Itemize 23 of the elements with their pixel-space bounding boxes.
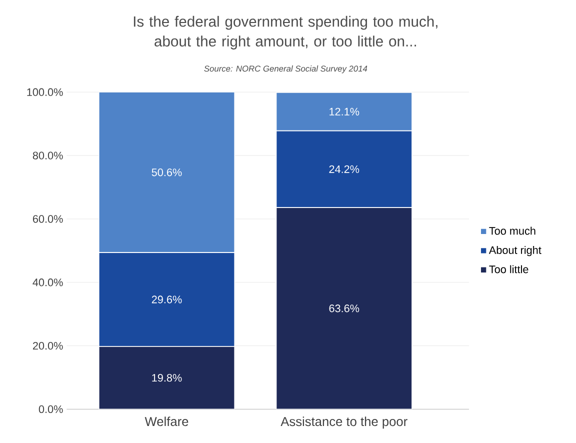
bar: [276, 207, 412, 410]
bar: [276, 92, 412, 132]
x-tick-label: Welfare: [144, 416, 188, 426]
bar: [98, 346, 235, 410]
y-tick-label: 0.0%: [38, 405, 63, 414]
legend-label: Too little: [489, 265, 528, 274]
data-label: 19.8%: [152, 374, 182, 382]
bar: [98, 92, 235, 254]
legend-label: About right: [488, 246, 542, 256]
data-label: 29.6%: [152, 296, 182, 304]
chart-title: Is the federal government spending too much, about the right amount, or too little on...: [134, 16, 438, 50]
y-tick-label: 80.0%: [32, 152, 63, 160]
data-label: 24.2%: [329, 165, 360, 174]
legend-label: Too much: [489, 226, 536, 235]
data-label: 12.1%: [330, 108, 360, 116]
y-tick-label: 100.0%: [27, 88, 63, 96]
x-tick-label: Assistance to the poor: [280, 416, 408, 429]
y-tick-label: 60.0%: [32, 215, 63, 223]
y-tick-label: 20.0%: [32, 342, 63, 350]
source-note: Source: NORC General Social Survey 2014: [204, 65, 368, 74]
data-label: 63.6%: [329, 304, 360, 312]
data-label: 50.6%: [152, 168, 182, 176]
y-tick-label: 40.0%: [32, 278, 63, 286]
